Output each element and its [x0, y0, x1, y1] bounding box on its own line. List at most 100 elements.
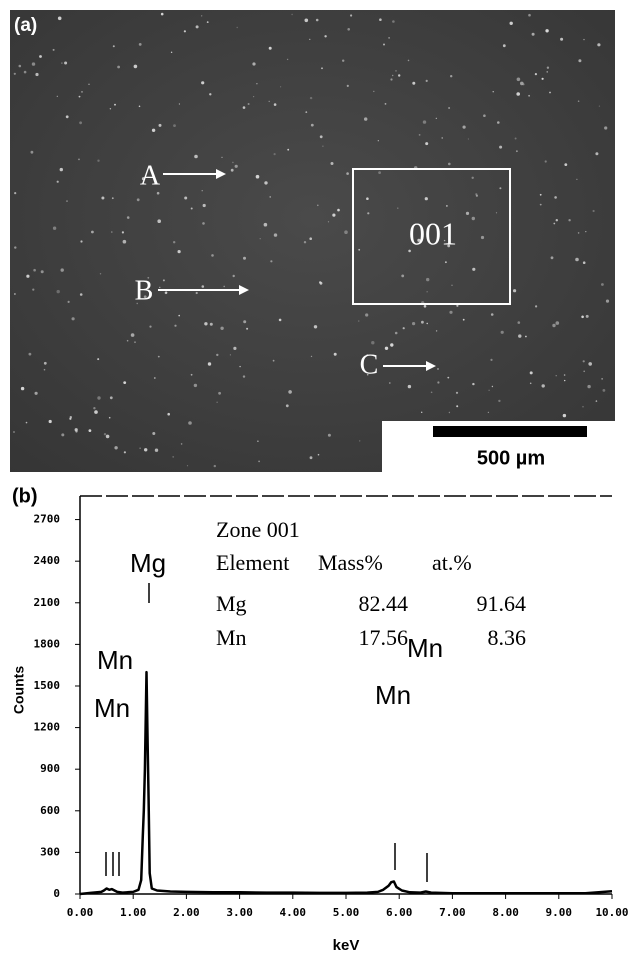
y-tick-label: 1800: [34, 637, 61, 650]
speckle: [179, 103, 180, 104]
x-tick-label: 0.00: [67, 906, 94, 919]
zone-label: 001: [409, 215, 457, 251]
speckle: [75, 430, 77, 432]
speckle: [563, 414, 566, 417]
speckle: [436, 118, 437, 119]
speckle: [324, 35, 326, 37]
speckle: [448, 107, 450, 109]
peak-label: Mg: [130, 548, 166, 578]
speckle: [201, 81, 204, 84]
speckle: [540, 194, 542, 196]
speckle: [58, 17, 62, 21]
speckle: [158, 356, 160, 358]
speckle: [134, 65, 138, 69]
speckle: [451, 285, 452, 286]
table-cell: Mg: [216, 591, 247, 616]
panel-label: (a): [14, 15, 37, 36]
speckle: [178, 250, 181, 253]
speckle: [542, 78, 544, 80]
speckle: [535, 305, 537, 307]
speckle: [253, 96, 254, 97]
speckle: [154, 377, 156, 379]
speckle: [472, 217, 475, 220]
speckle: [79, 121, 82, 124]
speckle: [309, 39, 310, 40]
speckle: [427, 291, 428, 292]
speckle: [595, 152, 598, 155]
speckle: [342, 60, 344, 62]
speckle: [530, 383, 532, 385]
speckle: [218, 392, 221, 395]
speckle: [57, 181, 59, 183]
speckle: [39, 55, 42, 58]
speckle: [13, 431, 15, 433]
speckle: [14, 246, 16, 248]
table-cell: Mn: [216, 625, 247, 650]
speckle: [157, 219, 161, 223]
speckle: [78, 159, 80, 161]
speckle: [243, 106, 246, 109]
speckle: [535, 73, 537, 75]
speckle: [184, 197, 187, 200]
speckle: [442, 137, 443, 138]
speckle: [60, 168, 63, 171]
speckle: [456, 392, 458, 394]
speckle: [367, 212, 369, 214]
speckle: [260, 238, 261, 239]
speckle: [554, 196, 557, 199]
speckle: [100, 273, 101, 274]
speckle: [488, 390, 489, 391]
speckle: [256, 175, 260, 179]
y-tick-label: 0: [53, 887, 60, 900]
speckle: [35, 392, 38, 395]
speckle: [528, 14, 531, 17]
speckle: [61, 268, 64, 271]
y-tick-label: 300: [40, 845, 60, 858]
speckle: [427, 323, 428, 324]
speckle: [578, 100, 580, 102]
speckle: [61, 62, 62, 63]
speckle: [233, 347, 236, 350]
speckle: [172, 456, 174, 458]
speckle: [431, 392, 433, 394]
speckle: [184, 30, 186, 32]
speckle: [246, 328, 248, 330]
speckle: [14, 73, 16, 75]
speckle: [101, 197, 104, 200]
speckle: [310, 456, 313, 459]
speckle: [114, 446, 117, 449]
speckle: [81, 91, 83, 93]
speckle: [603, 389, 606, 392]
speckle: [350, 14, 352, 16]
speckle: [104, 433, 106, 435]
sem-image: [10, 10, 615, 472]
speckle: [61, 433, 64, 436]
speckle: [44, 362, 47, 365]
speckle: [528, 95, 530, 97]
speckle: [139, 43, 142, 46]
x-tick-label: 1.00: [120, 906, 147, 919]
speckle: [545, 29, 548, 32]
speckle: [578, 59, 581, 62]
speckle: [437, 381, 439, 383]
speckle: [516, 150, 518, 152]
speckle: [269, 101, 270, 102]
speckle: [53, 227, 56, 230]
speckle: [97, 396, 100, 399]
speckle: [291, 14, 292, 15]
speckle: [173, 241, 175, 243]
speckle: [576, 179, 577, 180]
speckle: [556, 219, 558, 221]
speckle: [194, 384, 197, 387]
speckle: [503, 44, 506, 47]
speckle: [408, 60, 410, 62]
speckle: [490, 359, 492, 361]
speckle: [214, 465, 216, 467]
speckle: [202, 190, 203, 191]
speckle: [347, 28, 350, 31]
speckle: [481, 236, 484, 239]
speckle: [264, 181, 267, 184]
speckle: [472, 177, 474, 179]
speckle: [237, 27, 238, 28]
speckle: [395, 332, 398, 335]
